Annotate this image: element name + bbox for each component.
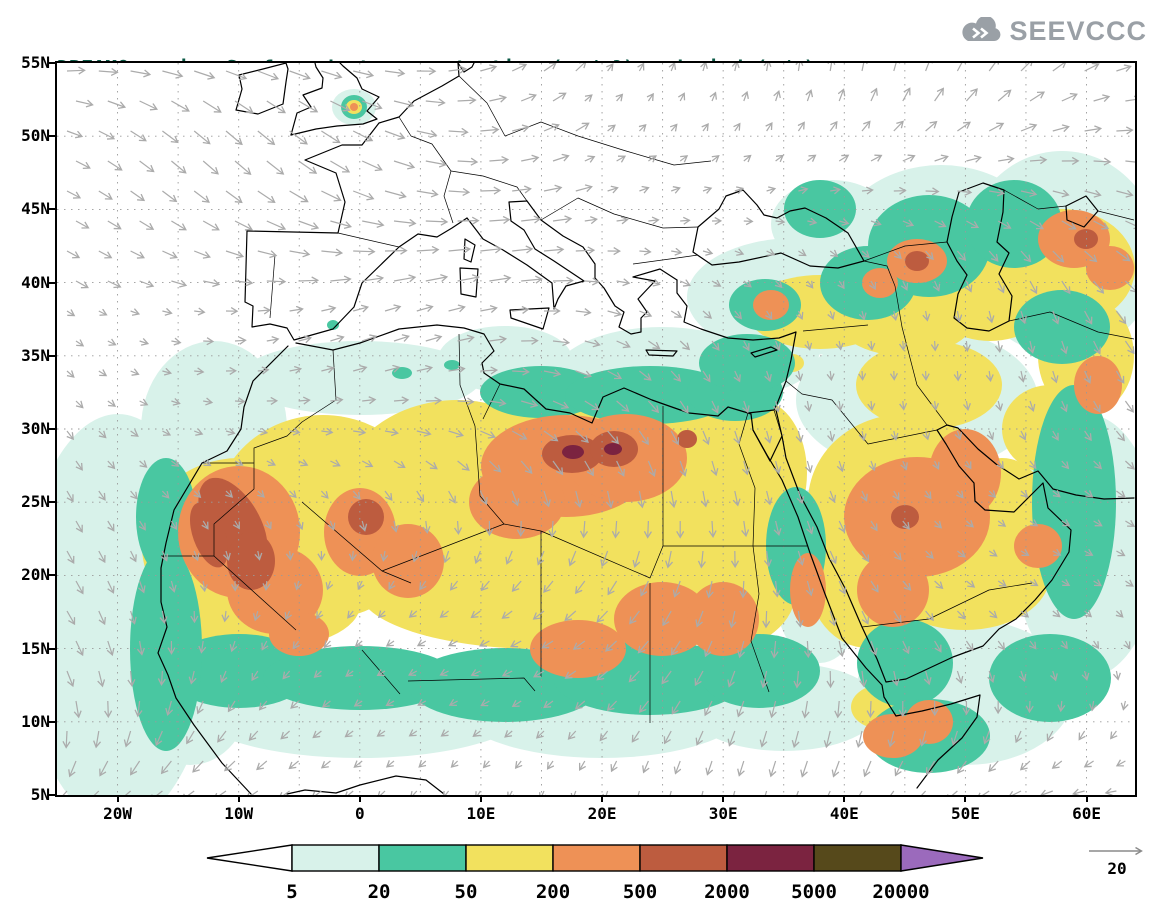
scale-label: 50 [454, 881, 478, 903]
country-borders [161, 75, 1135, 723]
lat-tick-label: 45N [21, 199, 50, 219]
lat-tick-label: 5N [30, 785, 50, 804]
scale-label: 5 [286, 881, 298, 903]
map-canvas [55, 61, 1137, 797]
lat-tick-label: 25N [21, 492, 50, 512]
y-tick-mark [48, 501, 55, 504]
scale-label: 20 [367, 881, 391, 903]
lat-tick-label: 35N [21, 345, 50, 365]
lat-tick-label: 10N [21, 711, 50, 731]
y-tick-mark [48, 281, 55, 284]
longitude-axis: 20W 10W 0 10E 20E 30E 40E 50E 60E [57, 797, 1135, 827]
wind-arrows [57, 63, 1135, 795]
coastlines [157, 63, 1135, 795]
lat-tick-label: 20N [21, 565, 50, 585]
dust-hotspot-uk [332, 89, 376, 125]
wind-reference: 20 [1081, 843, 1153, 878]
color-scale-labels: 5 20 50 200 500 2000 5000 20000 [205, 881, 985, 907]
x-tick-mark [843, 795, 846, 802]
y-tick-mark [48, 647, 55, 650]
x-tick-mark [1085, 795, 1088, 802]
lon-tick-label: 10W [224, 804, 254, 823]
x-tick-mark [722, 795, 725, 802]
cloud-icon [962, 16, 1001, 41]
y-tick-mark [48, 62, 55, 64]
scale-label: 5000 [791, 881, 837, 903]
latitude-axis: 55N 50N 45N 40N 35N 30N 25N 20N 15N 10N 5N [6, 53, 50, 804]
x-tick-mark [237, 795, 240, 802]
y-tick-mark [48, 354, 55, 357]
scale-label: 2000 [704, 881, 750, 903]
color-scale-legend: 5 20 50 200 500 2000 5000 20000 [205, 841, 985, 907]
lat-tick-label: 40N [21, 272, 50, 292]
x-tick-mark [479, 795, 482, 802]
y-axis-ticks [48, 62, 55, 796]
lat-tick-label: 55N [21, 53, 50, 72]
y-tick-mark [48, 720, 55, 723]
x-tick-mark [964, 795, 967, 802]
lon-tick-label: 10E [466, 804, 496, 823]
lon-tick-label: 50E [950, 804, 980, 823]
y-tick-mark [48, 428, 55, 430]
lat-tick-label: 30N [21, 419, 50, 438]
dust-level-2000-5000 [562, 443, 622, 459]
lon-tick-label: 40E [829, 804, 859, 823]
y-tick-mark [48, 135, 55, 138]
lat-tick-label: 15N [21, 638, 50, 658]
seevccc-logo: SEEVCCC [958, 16, 1147, 47]
x-axis-ticks [57, 795, 1135, 803]
scale-label: 20000 [872, 881, 930, 903]
x-tick-mark [358, 795, 361, 802]
x-tick-mark [116, 795, 119, 802]
map-plot [57, 63, 1135, 795]
lat-tick-label: 50N [21, 126, 50, 146]
lon-tick-label: 20E [587, 804, 617, 823]
color-scale-bar [206, 844, 984, 872]
lon-tick-label: 60E [1072, 804, 1101, 823]
scale-label: 500 [622, 881, 658, 903]
lon-tick-label: 20W [103, 804, 132, 823]
logo-text: SEEVCCC [1009, 16, 1147, 46]
y-tick-mark [48, 574, 55, 577]
lon-tick-label: 30E [708, 804, 738, 823]
y-tick-mark [48, 794, 55, 796]
scale-label: 200 [535, 881, 571, 903]
x-tick-mark [601, 795, 604, 802]
lon-tick-label: 0 [354, 804, 365, 823]
wind-reference-value: 20 [1107, 859, 1127, 878]
y-tick-mark [48, 208, 55, 211]
wind-reference-arrow [1089, 843, 1149, 859]
dust-concentration-field [57, 89, 1135, 795]
